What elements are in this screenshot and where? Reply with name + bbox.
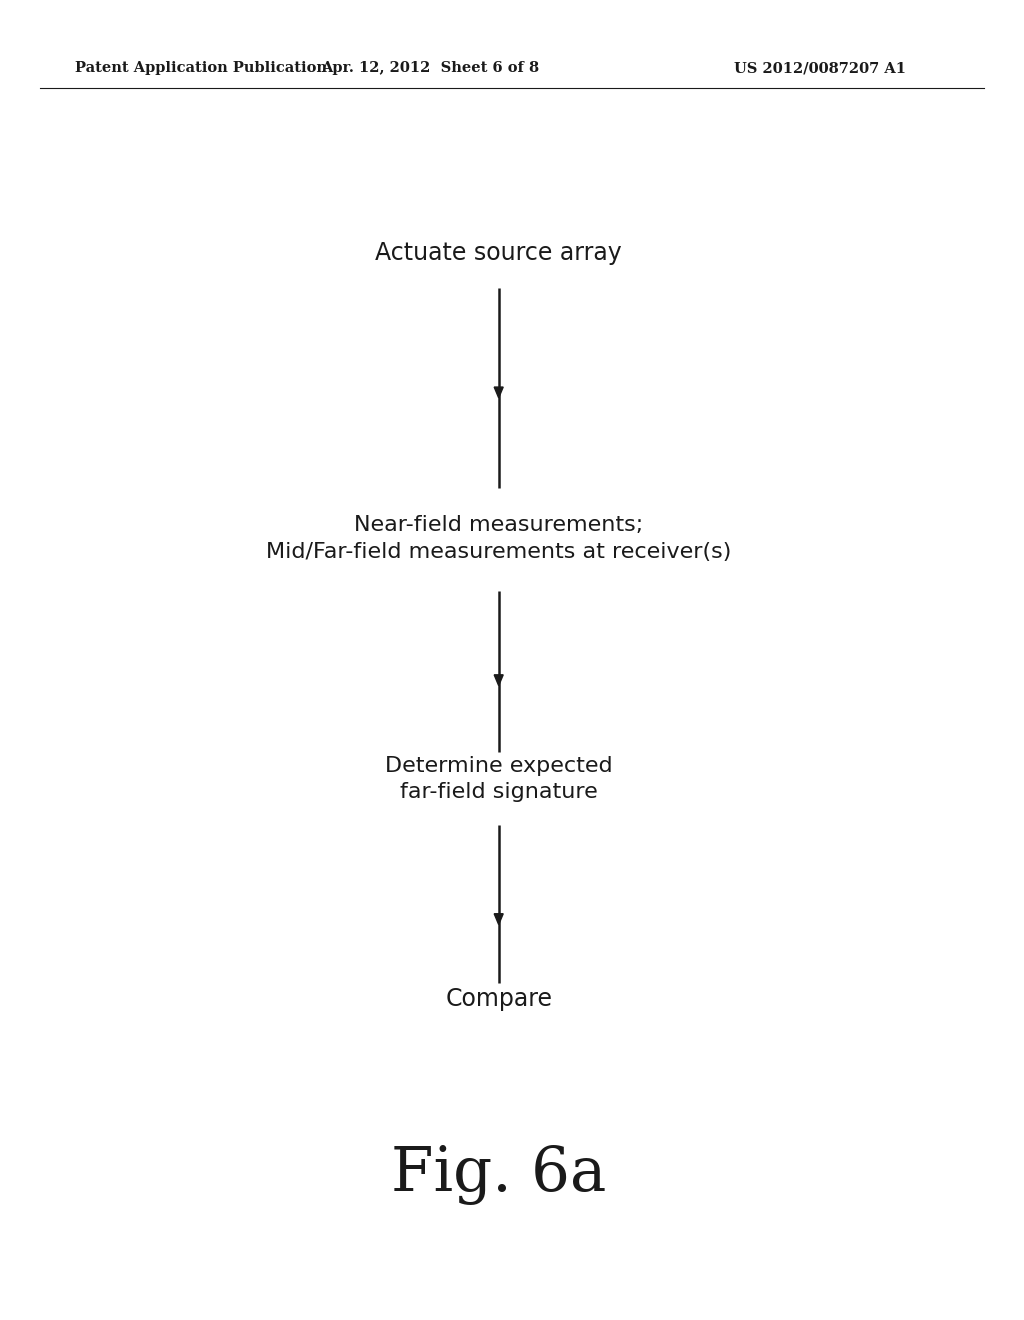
Text: Compare: Compare [445, 987, 552, 1011]
Text: Fig. 6a: Fig. 6a [391, 1144, 606, 1205]
Polygon shape [495, 387, 503, 397]
Polygon shape [495, 675, 503, 685]
Text: Determine expected
far-field signature: Determine expected far-field signature [385, 755, 612, 803]
Polygon shape [495, 913, 503, 924]
Text: Actuate source array: Actuate source array [376, 242, 622, 265]
Text: Near-field measurements;
Mid/Far-field measurements at receiver(s): Near-field measurements; Mid/Far-field m… [266, 515, 731, 562]
Text: Patent Application Publication: Patent Application Publication [75, 61, 327, 75]
Text: Apr. 12, 2012  Sheet 6 of 8: Apr. 12, 2012 Sheet 6 of 8 [321, 61, 539, 75]
Text: US 2012/0087207 A1: US 2012/0087207 A1 [734, 61, 906, 75]
